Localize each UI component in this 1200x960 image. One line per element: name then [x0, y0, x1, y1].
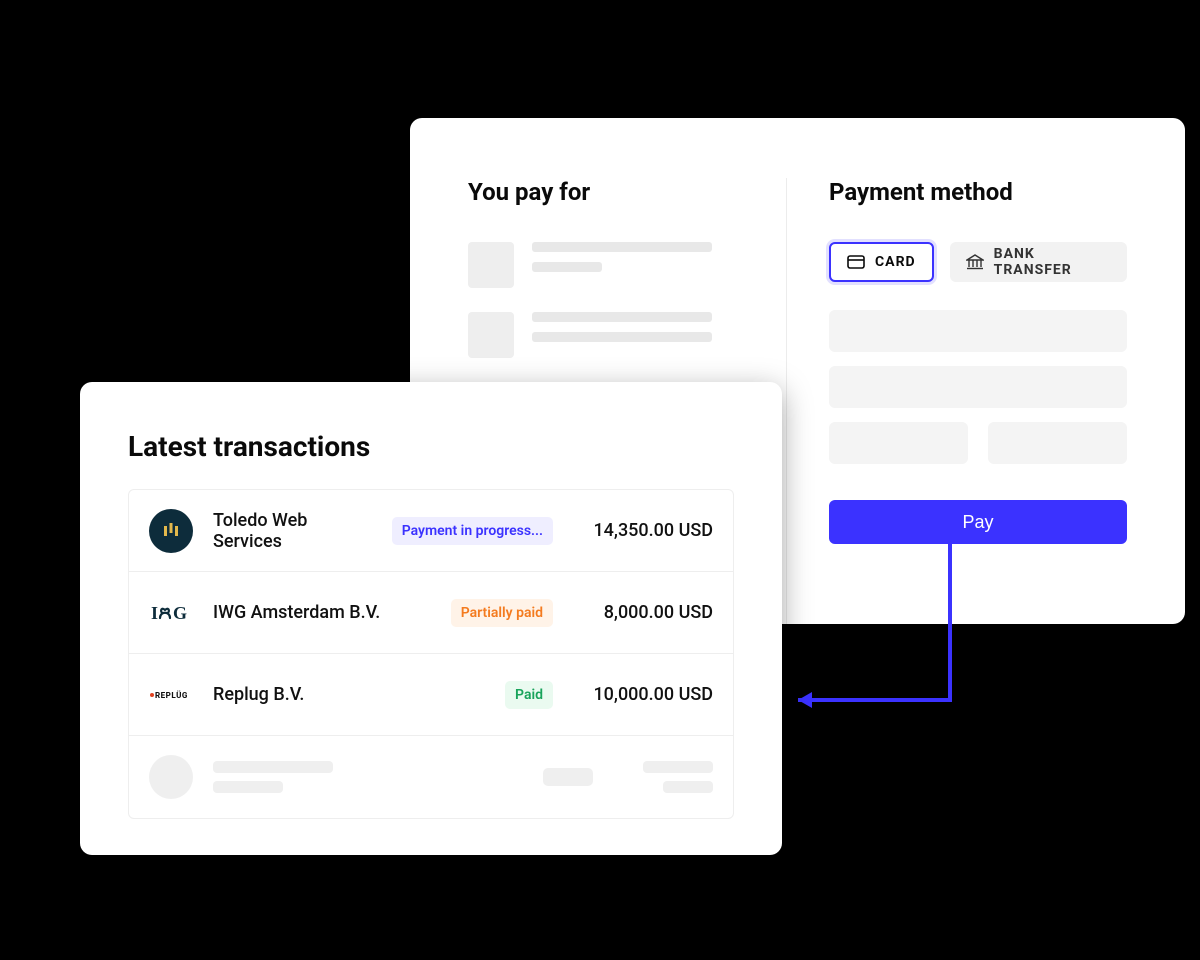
merchant-name: Replug B.V.: [213, 684, 485, 705]
pay-item-skeleton: [468, 242, 746, 288]
bank-transfer-chip[interactable]: BANK TRANSFER: [950, 242, 1127, 282]
merchant-logo: [149, 509, 193, 553]
amount: 8,000.00 USD: [573, 602, 713, 623]
svg-text:REPLÜG: REPLÜG: [155, 691, 188, 700]
skeleton-name: [213, 761, 523, 793]
table-row[interactable]: I G IWG Amsterdam B.V. Partially paid 8,…: [129, 572, 733, 654]
skeleton-thumb: [468, 242, 514, 288]
skeleton-badge: [543, 768, 593, 786]
table-row-skeleton: [129, 736, 733, 818]
skeleton-thumb: [468, 312, 514, 358]
merchant-logo: I G: [149, 591, 193, 635]
skeleton-amount-wrap: [613, 761, 713, 793]
amount: 10,000.00 USD: [573, 684, 713, 705]
svg-text:I: I: [151, 603, 158, 623]
transactions-card: Latest transactions Toledo Web Services …: [80, 382, 782, 855]
status-badge: Paid: [505, 681, 553, 709]
pay-item-skeleton: [468, 312, 746, 358]
table-row[interactable]: REPLÜG Replug B.V. Paid 10,000.00 USD: [129, 654, 733, 736]
svg-text:G: G: [173, 603, 187, 623]
card-number-field[interactable]: [829, 310, 1127, 352]
status-badge: Payment in progress...: [392, 517, 553, 545]
card-icon: [847, 255, 865, 269]
skeleton-lines: [532, 312, 746, 352]
card-chip-label: CARD: [875, 254, 916, 270]
card-chip[interactable]: CARD: [829, 242, 934, 282]
amount: 14,350.00 USD: [573, 520, 713, 541]
merchant-logo: REPLÜG: [149, 673, 193, 717]
skeleton-line: [532, 312, 712, 322]
merchant-name: IWG Amsterdam B.V.: [213, 602, 431, 623]
skeleton-line: [532, 262, 602, 272]
bank-icon: [966, 254, 984, 270]
skeleton-line: [532, 242, 712, 252]
pay-button[interactable]: Pay: [829, 500, 1127, 544]
skeleton-line: [643, 761, 713, 773]
you-pay-for-title: You pay for: [468, 178, 746, 206]
status-badge: Partially paid: [451, 599, 553, 627]
skeleton-line: [213, 781, 283, 793]
skeleton-line: [213, 761, 333, 773]
merchant-name: Toledo Web Services: [213, 510, 372, 552]
card-cvc-field[interactable]: [988, 422, 1127, 464]
card-expiry-field[interactable]: [829, 422, 968, 464]
transactions-title: Latest transactions: [128, 430, 734, 463]
payment-method-title: Payment method: [829, 178, 1127, 206]
payment-method-section: Payment method CARD: [787, 178, 1127, 624]
bank-chip-label: BANK TRANSFER: [994, 246, 1111, 278]
card-split-row: [829, 422, 1127, 478]
skeleton-line: [532, 332, 712, 342]
transactions-table: Toledo Web Services Payment in progress.…: [128, 489, 734, 819]
payment-method-row: CARD BANK TRANSFER: [829, 242, 1127, 282]
skeleton-lines: [532, 242, 746, 282]
table-row[interactable]: Toledo Web Services Payment in progress.…: [129, 490, 733, 572]
skeleton-logo: [149, 755, 193, 799]
skeleton-line: [663, 781, 713, 793]
card-name-field[interactable]: [829, 366, 1127, 408]
